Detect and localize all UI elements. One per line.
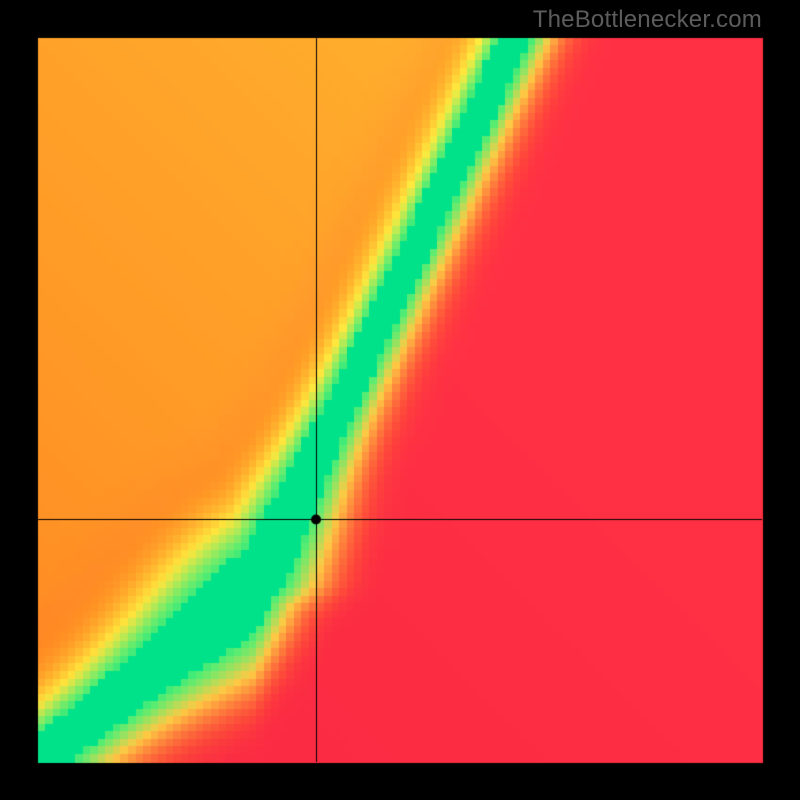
crosshair-overlay <box>0 0 800 800</box>
watermark-label: TheBottlenecker.com <box>533 6 762 34</box>
chart-container: TheBottlenecker.com <box>0 0 800 800</box>
